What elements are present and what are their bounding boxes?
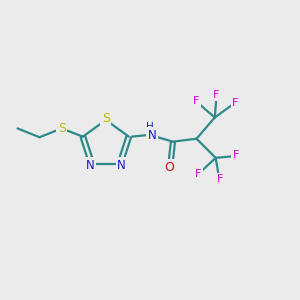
Text: F: F [193,96,200,106]
Text: F: F [232,98,238,108]
Text: H: H [146,122,153,132]
Text: F: F [195,169,202,179]
Text: F: F [233,150,239,160]
Text: N: N [86,159,94,172]
Text: S: S [58,122,66,135]
Text: O: O [164,161,174,174]
Text: N: N [147,129,156,142]
Text: F: F [213,90,219,100]
Text: S: S [102,112,110,125]
Text: N: N [117,159,126,172]
Text: F: F [217,174,223,184]
